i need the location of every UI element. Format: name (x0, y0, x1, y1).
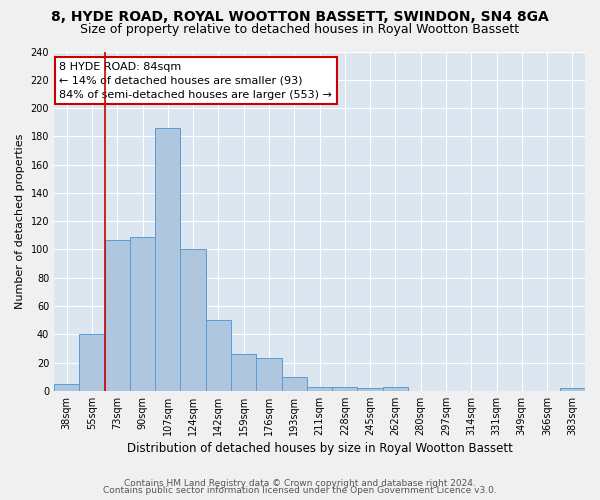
Bar (560, 388, 585, 391)
Bar (130, 236, 155, 391)
Bar (79, 334, 104, 391)
Bar (307, 386, 332, 391)
X-axis label: Distribution of detached houses by size in Royal Wootton Bassett: Distribution of detached houses by size … (127, 442, 512, 455)
Bar (181, 250, 206, 391)
Text: Size of property relative to detached houses in Royal Wootton Bassett: Size of property relative to detached ho… (80, 22, 520, 36)
Text: 8 HYDE ROAD: 84sqm
← 14% of detached houses are smaller (93)
84% of semi-detache: 8 HYDE ROAD: 84sqm ← 14% of detached hou… (59, 62, 332, 100)
Bar (383, 386, 408, 391)
Bar (281, 376, 307, 391)
Bar (54, 384, 79, 391)
Y-axis label: Number of detached properties: Number of detached properties (15, 134, 25, 309)
Bar (256, 358, 281, 391)
Text: 8, HYDE ROAD, ROYAL WOOTTON BASSETT, SWINDON, SN4 8GA: 8, HYDE ROAD, ROYAL WOOTTON BASSETT, SWI… (51, 10, 549, 24)
Text: Contains public sector information licensed under the Open Government Licence v3: Contains public sector information licen… (103, 486, 497, 495)
Bar (231, 354, 256, 391)
Bar (104, 240, 130, 391)
Bar (155, 128, 181, 391)
Text: Contains HM Land Registry data © Crown copyright and database right 2024.: Contains HM Land Registry data © Crown c… (124, 478, 476, 488)
Bar (332, 386, 358, 391)
Bar (206, 320, 231, 391)
Bar (358, 388, 383, 391)
